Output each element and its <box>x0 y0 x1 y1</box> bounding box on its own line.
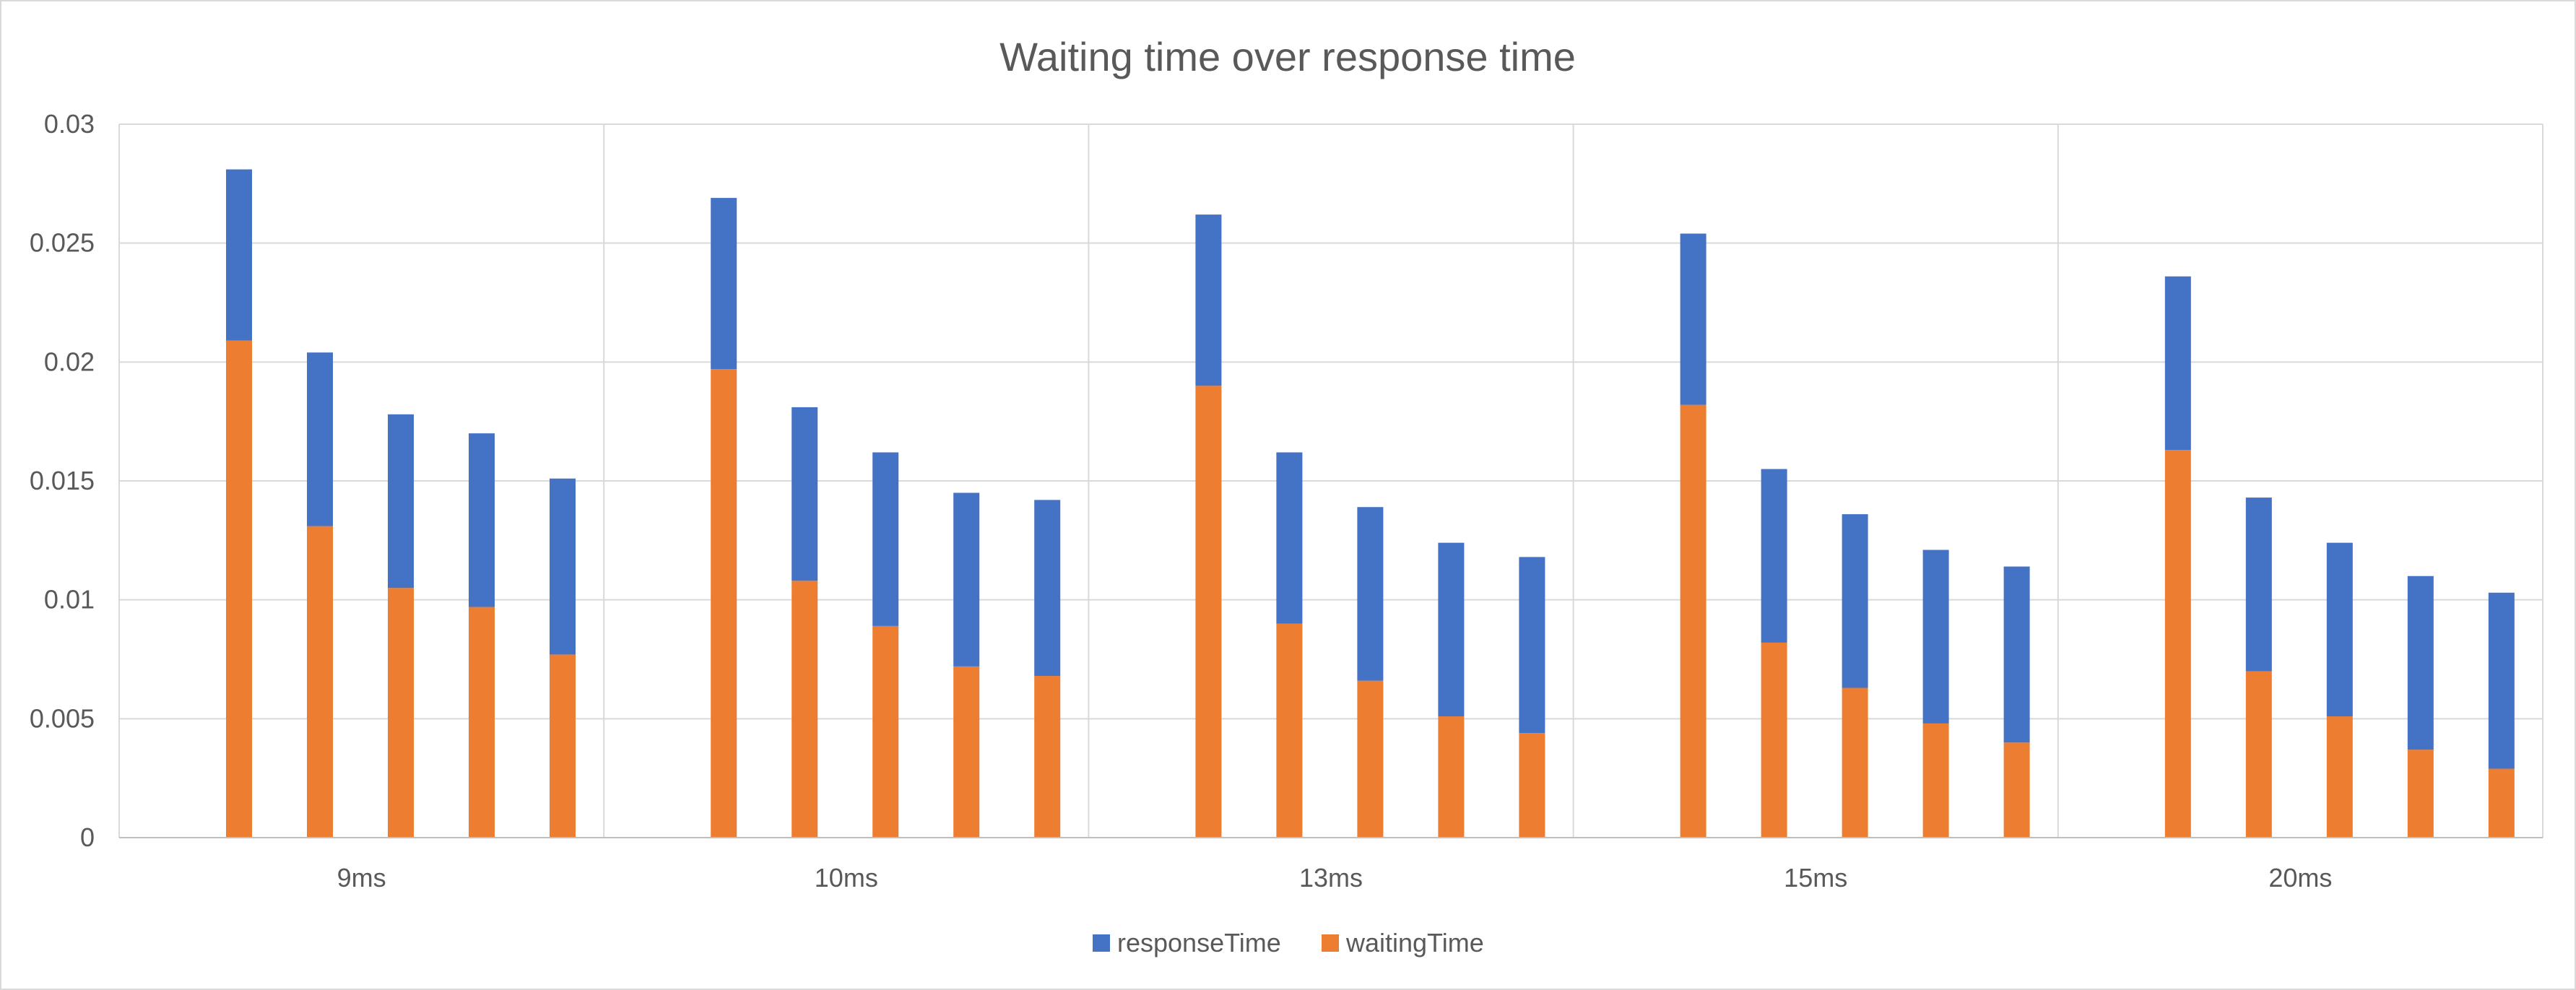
legend-label-waitingTime: waitingTime <box>1345 928 1484 958</box>
bar-responseTime <box>953 492 980 666</box>
bar-waitingTime <box>2164 450 2191 838</box>
bar-waitingTime <box>469 607 495 838</box>
bar-waitingTime <box>1276 623 1303 838</box>
bar-waitingTime <box>226 340 252 838</box>
bar-responseTime <box>1680 233 1707 405</box>
bar-waitingTime <box>1922 723 1949 838</box>
legend-label-responseTime: responseTime <box>1117 928 1281 958</box>
bar-responseTime <box>2407 576 2434 750</box>
bar-responseTime <box>1438 542 1465 717</box>
gridlines <box>118 123 2544 838</box>
legend-swatch-responseTime <box>1093 934 1110 952</box>
x-tick-label: 20ms <box>2268 863 2332 893</box>
bar-waitingTime <box>307 526 333 838</box>
bar-waitingTime <box>388 588 414 838</box>
x-tick-label: 15ms <box>1784 863 1847 893</box>
bar-waitingTime <box>2488 768 2515 838</box>
bar-waitingTime <box>1034 676 1061 838</box>
bar-responseTime <box>469 433 495 607</box>
legend-swatch-waitingTime <box>1322 934 1339 952</box>
bar-responseTime <box>388 414 414 589</box>
x-tick-label: 13ms <box>1299 863 1363 893</box>
y-tick-label: 0.025 <box>30 228 95 258</box>
bar-waitingTime <box>711 369 737 838</box>
x-tick-label: 10ms <box>815 863 878 893</box>
bar-waitingTime <box>1195 386 1222 838</box>
y-tick-label: 0.01 <box>44 585 95 615</box>
bar-waitingTime <box>550 654 576 838</box>
bar-responseTime <box>2245 498 2272 672</box>
bar-waitingTime <box>953 666 980 838</box>
bar-responseTime <box>1034 500 1061 677</box>
bar-responseTime <box>550 478 576 655</box>
y-tick-label: 0 <box>80 822 95 852</box>
bar-responseTime <box>1922 550 1949 724</box>
bar-waitingTime <box>1761 642 1787 838</box>
bar-responseTime <box>872 452 899 626</box>
bar-waitingTime <box>1357 680 1384 838</box>
bar-waitingTime <box>2326 716 2353 838</box>
y-tick-label: 0.03 <box>44 109 95 139</box>
bar-responseTime <box>2326 542 2353 717</box>
bar-waitingTime <box>1438 716 1465 838</box>
bars <box>226 169 2515 838</box>
bar-waitingTime <box>872 625 899 838</box>
bar-responseTime <box>1195 214 1222 386</box>
y-tick-label: 0.02 <box>44 347 95 376</box>
bar-responseTime <box>1842 514 1868 688</box>
bar-responseTime <box>2488 592 2515 769</box>
bar-responseTime <box>307 352 333 526</box>
bar-waitingTime <box>1680 404 1707 838</box>
bar-responseTime <box>792 407 818 581</box>
bar-waitingTime <box>2003 742 2030 838</box>
axes: 0 0.005 0.01 0.015 0.02 0.025 0.03 9ms 10ms 13ms 1… <box>30 109 2543 893</box>
legend: responseTime waitingTime <box>1093 928 1484 958</box>
y-tick-label: 0.015 <box>30 466 95 495</box>
bar-responseTime <box>1276 452 1303 624</box>
bar-responseTime <box>1357 507 1384 681</box>
y-tick-label: 0.005 <box>30 703 95 733</box>
bar-responseTime <box>711 198 737 370</box>
bar-responseTime <box>1761 469 1787 643</box>
bar-responseTime <box>226 169 252 341</box>
bar-waitingTime <box>1842 687 1868 838</box>
bar-responseTime <box>2164 276 2191 451</box>
bar-responseTime <box>1519 557 1545 734</box>
x-tick-label: 9ms <box>337 863 386 893</box>
chart-title: Waiting time over response time <box>999 34 1576 79</box>
bar-waitingTime <box>1519 733 1545 838</box>
bar-waitingTime <box>792 581 818 838</box>
bar-waitingTime <box>2245 671 2272 838</box>
bar-responseTime <box>2003 566 2030 743</box>
bar-waitingTime <box>2407 750 2434 838</box>
